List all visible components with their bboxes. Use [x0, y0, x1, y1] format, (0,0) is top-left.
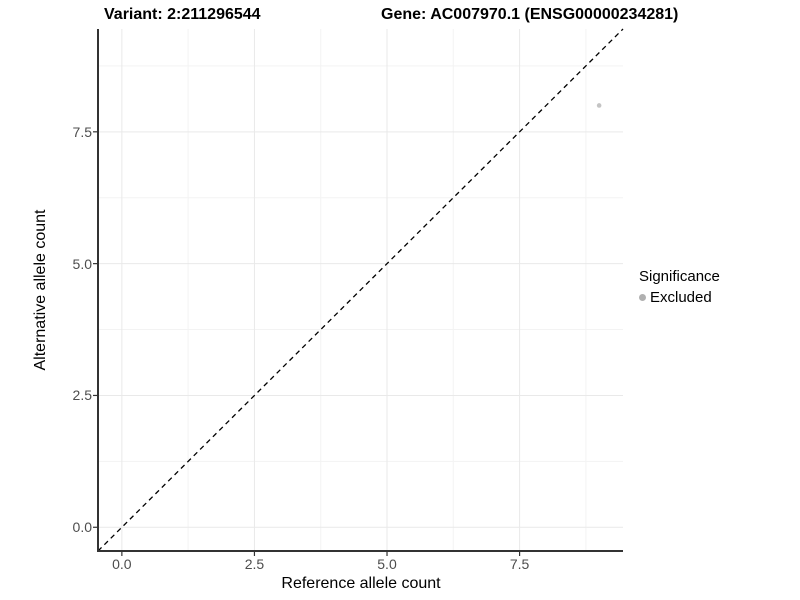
legend: Significance Excluded [639, 268, 720, 306]
y-tick-label: 2.5 [72, 387, 92, 404]
x-tick-label: 5.0 [377, 556, 397, 572]
legend-item-label: Excluded [650, 289, 712, 306]
legend-point-icon [639, 294, 646, 301]
x-axis-label: Reference allele count [281, 575, 441, 592]
plot-title-gene: Gene: AC007970.1 (ENSG00000234281) [381, 6, 679, 23]
data-point [596, 103, 602, 108]
y-tick-label: 0.0 [72, 519, 92, 536]
x-tick-label: 2.5 [244, 556, 265, 572]
plot-title-variant: Variant: 2:211296544 [104, 6, 261, 23]
legend-title: Significance [639, 268, 720, 285]
x-tick-label: 7.5 [509, 556, 530, 572]
y-tick-label: 7.5 [72, 123, 92, 140]
legend-item-excluded: Excluded [639, 289, 720, 306]
y-tick-label: 5.0 [72, 255, 92, 272]
identity-dashed-line [97, 28, 624, 552]
y-axis-label: Alternative allele count [32, 209, 49, 371]
x-tick-label: 0.0 [112, 556, 132, 572]
